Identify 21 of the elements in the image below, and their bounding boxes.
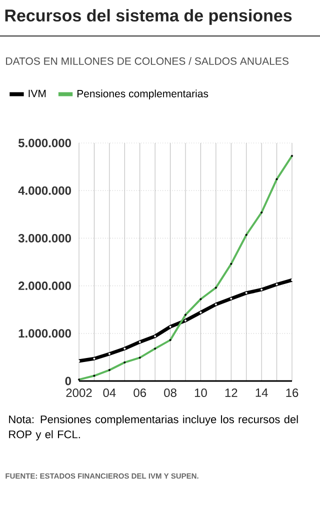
x-tick-label: 10	[194, 388, 207, 398]
chart-title: Recursos del sistema de pensiones	[5, 9, 292, 25]
x-tick-label: 06	[134, 388, 146, 398]
text: Nota: Pensiones complementarias incluye los recursos del ROP y el FCL.	[9, 415, 298, 440]
y-tick-label: 1.000.000	[18, 329, 71, 338]
x-tick-label: 04	[103, 388, 116, 398]
y-tick-label: 5.000.000	[18, 138, 71, 148]
x-tick-label: 2002	[66, 388, 92, 398]
line-series	[77, 278, 294, 363]
y-tick-label: 4.000.000	[18, 186, 71, 195]
y-tick-label: 0	[65, 376, 71, 386]
line-series	[78, 154, 294, 381]
legend-label: IVM	[28, 90, 46, 98]
x-tick-label: 12	[225, 388, 238, 397]
x-tick-label: 16	[286, 388, 298, 398]
chart-subtitle: DATOS EN MILLONES DE COLONES / SALDOS ANUALES	[6, 57, 288, 65]
x-tick-label: 08	[164, 388, 176, 398]
legend-label: Pensiones complementarias	[77, 90, 208, 100]
y-tick-label: 2.000.000	[18, 282, 71, 290]
y-tick-label: 3.000.000	[18, 234, 71, 242]
x-tick-label: 14	[256, 388, 268, 397]
